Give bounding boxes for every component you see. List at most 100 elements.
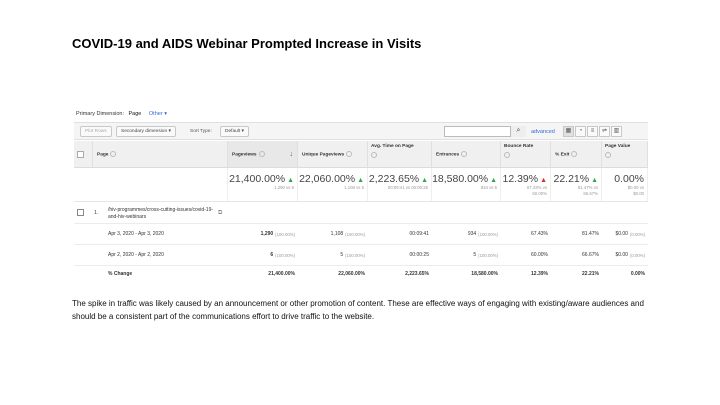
- arrow-up-icon: ▲: [285, 177, 294, 184]
- cell-exit: 81.47%: [582, 231, 599, 237]
- compare-view-icon[interactable]: ⇌: [599, 126, 610, 137]
- arrow-up-icon: ▲: [589, 177, 598, 184]
- table-row: Apr 2, 2020 - Apr 2, 2020 6 (100.00%) 5 (1…: [74, 245, 648, 266]
- summary-value: 12.39%: [502, 173, 539, 185]
- help-icon[interactable]: [346, 151, 353, 157]
- cell-unique-pageviews: 1,108 (100.00%): [330, 231, 365, 237]
- sort-type-label: Sort Type:: [190, 129, 212, 134]
- cell-unique-pageviews: 5 (100.00%): [340, 252, 365, 258]
- arrow-up-icon: ▲: [488, 177, 497, 184]
- summary-avg-time: 2,223.65% ▲ 00:09:41 vs 00:00:25: [368, 168, 432, 202]
- secondary-dimension-dropdown[interactable]: Secondary dimension ▾: [116, 126, 176, 137]
- column-header-page[interactable]: Page: [93, 141, 228, 168]
- cell-pageviews: 6 (100.00%): [270, 252, 295, 258]
- cell-pageviews: 1,290 (100.00%): [260, 231, 295, 237]
- summary-comparison: 934 vs 5: [480, 185, 497, 190]
- summary-comparison: 66.67%: [583, 190, 598, 196]
- grid-view-icon[interactable]: ▦: [563, 126, 574, 137]
- help-icon[interactable]: [571, 151, 578, 157]
- copy-icon[interactable]: ⧉: [218, 210, 223, 216]
- table-row-change: % Change 21,400.00% 22,060.00% 2,223.65%…: [74, 266, 648, 281]
- summary-value: 21,400.00%: [229, 173, 286, 185]
- report-toolbar: Plot Rows Secondary dimension ▾ Sort Typ…: [74, 122, 648, 140]
- column-header-bounce-rate[interactable]: Bounce Rate: [501, 141, 551, 168]
- help-icon[interactable]: [371, 152, 377, 158]
- primary-dimension-label: Primary Dimension:: [76, 111, 124, 117]
- row-date-range: Apr 2, 2020 - Apr 2, 2020: [108, 252, 164, 258]
- pivot-view-icon[interactable]: ▥: [611, 126, 622, 137]
- row-change-label: % Change: [108, 270, 133, 277]
- summary-value: 2,223.65%: [368, 173, 420, 185]
- slide-body-text: The spike in traffic was likely caused b…: [72, 299, 644, 321]
- summary-blank: [74, 168, 228, 202]
- column-header-bounce-rate-label: Bounce Rate: [504, 144, 534, 149]
- table-row-page: 1. /hiv-programmes/cross-cutting-issues/…: [74, 203, 648, 224]
- cell-exit: 22.21%: [582, 270, 599, 277]
- column-header-exit-label: % Exit: [555, 152, 570, 158]
- cell-page-value: $0.00 (0.00%): [615, 231, 645, 237]
- search-icon[interactable]: ⌕: [510, 126, 526, 137]
- row-index: 1.: [94, 210, 99, 216]
- column-header-page-value[interactable]: Page Value: [602, 141, 648, 168]
- summary-comparison: 81.47% vs: [577, 185, 598, 190]
- summary-bounce-rate: 12.39% ▲ 67.43% vs 60.00%: [501, 168, 551, 202]
- summary-value: 18,580.00%: [432, 173, 489, 185]
- cell-bounce-rate: 12.39%: [531, 270, 548, 277]
- select-all-checkbox[interactable]: [77, 151, 84, 158]
- other-dimension-link[interactable]: Other ▾: [148, 111, 167, 117]
- summary-value: 22,060.00%: [299, 173, 356, 185]
- help-icon[interactable]: [504, 152, 510, 158]
- cell-entrances: 18,580.00%: [471, 270, 498, 277]
- advanced-filter-link[interactable]: advanced: [531, 129, 555, 135]
- row-date-range: Apr 3, 2020 - Apr 3, 2020: [108, 231, 164, 237]
- summary-pageviews: 21,400.00% ▲ 1,290 vs 6: [228, 168, 298, 202]
- column-header-unique-pageviews[interactable]: Unique Pageviews: [298, 141, 368, 168]
- cell-bounce-rate: 60.00%: [531, 252, 548, 258]
- primary-dimension-bar: Primary Dimension: Page Other ▾: [76, 111, 167, 117]
- summary-comparison: 00:09:41 vs 00:00:25: [387, 185, 428, 190]
- summary-comparison: $0.00 vs: [627, 185, 644, 190]
- help-icon[interactable]: [605, 152, 611, 158]
- arrow-up-red-icon: ▲: [538, 177, 547, 184]
- sort-descending-icon[interactable]: ↓: [289, 151, 294, 158]
- view-toggle-group: ▦ ◔ ≡ ⇌ ▥: [562, 126, 622, 137]
- column-header-avg-time-label: Avg. Time on Page: [371, 144, 414, 149]
- plot-rows-button[interactable]: Plot Rows: [80, 126, 112, 137]
- summary-comparison: 60.00%: [532, 190, 547, 196]
- cell-bounce-rate: 67.43%: [531, 231, 548, 237]
- cell-avg-time: 2,223.65%: [405, 270, 429, 277]
- column-header-unique-pageviews-label: Unique Pageviews: [302, 152, 345, 158]
- summary-entrances: 18,580.00% ▲ 934 vs 5: [432, 168, 501, 202]
- column-header-pageviews-label: Pageviews: [232, 152, 257, 158]
- page-path-link[interactable]: /hiv-programmes/cross-cutting-issues/cov…: [108, 207, 214, 220]
- sort-type-dropdown[interactable]: Default ▾: [220, 126, 249, 137]
- summary-value: 0.00%: [614, 173, 644, 185]
- column-header-entrances[interactable]: Entrances: [432, 141, 501, 168]
- arrow-up-icon: ▲: [355, 177, 364, 184]
- column-header-exit[interactable]: % Exit: [551, 141, 602, 168]
- primary-dimension-page[interactable]: Page: [128, 111, 142, 117]
- table-row: Apr 3, 2020 - Apr 3, 2020 1,290 (100.00%)…: [74, 224, 648, 245]
- column-header-avg-time[interactable]: Avg. Time on Page: [368, 141, 432, 168]
- row-checkbox[interactable]: [77, 209, 84, 216]
- slide-title: COVID-19 and AIDS Webinar Prompted Incre…: [72, 36, 422, 51]
- summary-unique-pageviews: 22,060.00% ▲ 1,108 vs 5: [298, 168, 368, 202]
- help-icon[interactable]: [258, 151, 265, 157]
- cell-avg-time: 00:00:25: [409, 252, 429, 258]
- help-icon[interactable]: [110, 151, 117, 157]
- summary-comparison: 1,108 vs 5: [344, 185, 364, 190]
- cell-page-value: $0.00 (0.00%): [615, 252, 645, 258]
- cell-avg-time: 00:09:41: [409, 231, 429, 237]
- column-header-entrances-label: Entrances: [436, 152, 460, 158]
- help-icon[interactable]: [461, 151, 468, 157]
- summary-value: 22.21%: [553, 173, 590, 185]
- bar-view-icon[interactable]: ≡: [587, 126, 598, 137]
- cell-pageviews: 21,400.00%: [268, 270, 295, 277]
- summary-exit: 22.21% ▲ 81.47% vs 66.67%: [551, 168, 602, 202]
- column-header-pageviews[interactable]: Pageviews ↓: [228, 141, 298, 168]
- cell-entrances: 5 (100.00%): [473, 252, 498, 258]
- summary-comparison: $0.00: [633, 190, 644, 196]
- summary-comparison: 1,290 vs 6: [274, 185, 294, 190]
- list-view-icon[interactable]: ◔: [575, 126, 586, 137]
- cell-page-value: 0.00%: [630, 270, 645, 277]
